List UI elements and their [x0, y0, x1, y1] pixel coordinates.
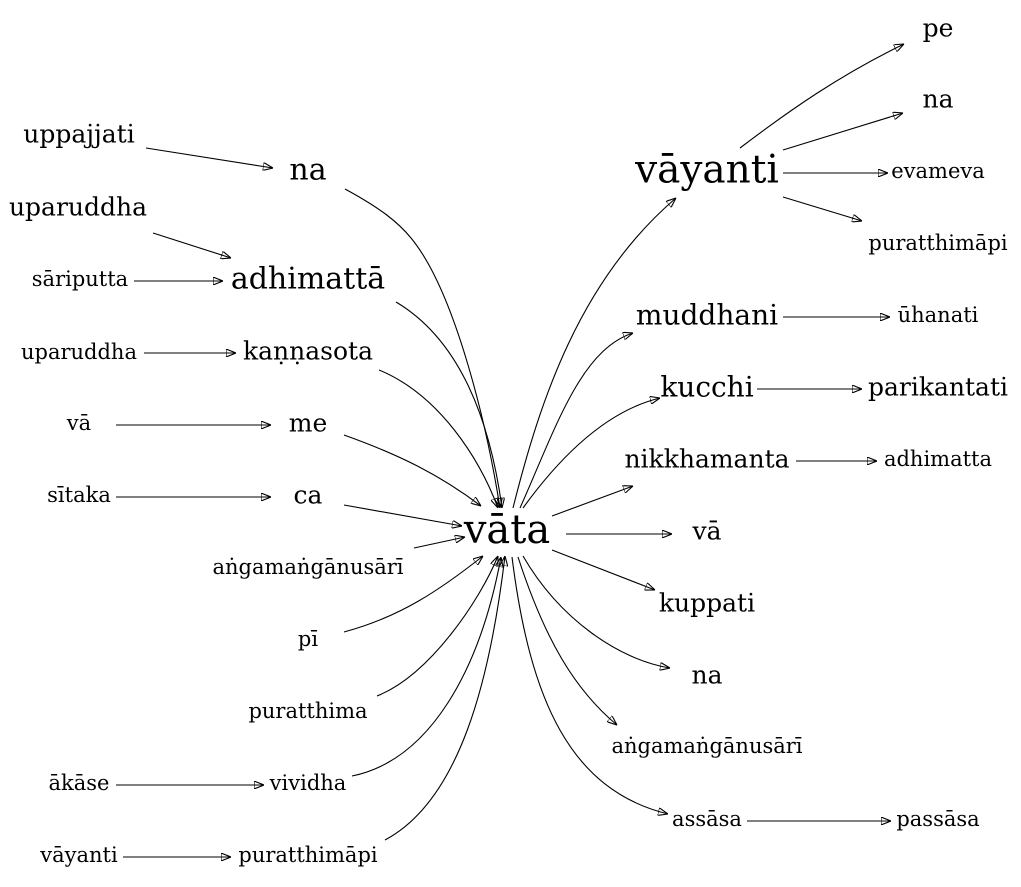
node-pe: pe [923, 14, 954, 43]
node-parikantati: parikantati [868, 373, 1008, 402]
node-assasa: assāsa [672, 807, 742, 831]
node-puratthimapi-l: puratthimāpi [238, 843, 378, 867]
edge-vata-to-na_r2 [522, 555, 670, 668]
edge-me-to-vata [343, 434, 481, 506]
node-sitaka: sītaka [47, 483, 111, 507]
node-na-r2: na [691, 661, 722, 690]
edges [116, 44, 904, 857]
node-akase: ākāse [49, 771, 110, 795]
edge-ca-to-vata [343, 504, 462, 526]
node-vata: vāta [463, 507, 550, 553]
node-muddhani: muddhani [636, 299, 778, 332]
node-adhimatta-r: adhimatta [884, 447, 992, 471]
node-vayanti-l: vāyanti [39, 843, 118, 867]
edge-vata-to-angama_r [517, 556, 617, 725]
node-va-r: vā [691, 517, 721, 546]
edge-vividha-to-vata [351, 557, 501, 777]
edge-pi-to-vata [343, 556, 483, 633]
node-uparuddha-2: uparuddha [21, 340, 137, 364]
edge-puratthimapi_l-to-vata [384, 556, 505, 841]
node-uppajjati: uppajjati [23, 120, 134, 149]
node-passasa: passāsa [896, 807, 979, 831]
nodes: vāta na uppajjati adhimattā uparuddha sāriput… [9, 14, 1008, 868]
node-angama-l: aṅgamaṅgānusārī [212, 555, 403, 579]
edge-vata-to-vayanti_r [512, 198, 676, 509]
edge-angama_l-to-vata [413, 537, 465, 549]
node-puratthimapi-r: puratthimāpi [868, 231, 1008, 255]
node-kuppati: kuppati [659, 589, 755, 618]
node-na-r1: na [922, 85, 953, 114]
edge-uppajjati-to-na_l [145, 147, 273, 168]
node-kucchi: kucchi [660, 371, 753, 404]
edge-vata-to-assasa [511, 556, 668, 814]
node-na-l: na [289, 153, 326, 188]
edge-vayanti_r-to-pe [739, 44, 904, 149]
node-puratthima: puratthima [248, 699, 367, 723]
node-angama-r: aṅgamaṅgānusārī [611, 734, 802, 758]
edge-vata-to-nikkhamanta [551, 486, 633, 517]
node-uparuddha-1: uparuddha [9, 193, 147, 222]
node-adhimatta-l: adhimattā [231, 262, 385, 297]
node-nikkhamanta: nikkhamanta [624, 445, 789, 474]
node-vayanti-r: vāyanti [634, 148, 779, 193]
node-sariputta: sāriputta [32, 267, 128, 291]
node-ca: ca [294, 481, 323, 510]
edge-vata-to-muddhani [519, 333, 633, 509]
edge-vata-to-kucchi [522, 398, 660, 509]
node-pi: pī [298, 627, 318, 651]
node-vividha: vividha [269, 771, 347, 795]
edge-adhimatta_l-to-vata [395, 301, 502, 508]
edge-vata-to-kuppati [551, 549, 655, 590]
node-uhanati: ūhanati [898, 303, 979, 327]
edge-na_l-to-vata [344, 188, 500, 508]
edge-uparuddha_1-to-adhimatta_l [152, 232, 231, 258]
edge-vayanti_r-to-na_r1 [782, 113, 903, 151]
node-me: me [289, 409, 328, 438]
node-evameva: evameva [891, 159, 985, 183]
edge-puratthima-to-vata [376, 556, 498, 697]
node-va-l: vā [66, 411, 91, 435]
edge-vayanti_r-to-puratthimapi_r [782, 196, 862, 221]
node-kannasota: kaṇṇasota [243, 337, 373, 366]
edge-kannasota-to-vata [378, 369, 498, 508]
